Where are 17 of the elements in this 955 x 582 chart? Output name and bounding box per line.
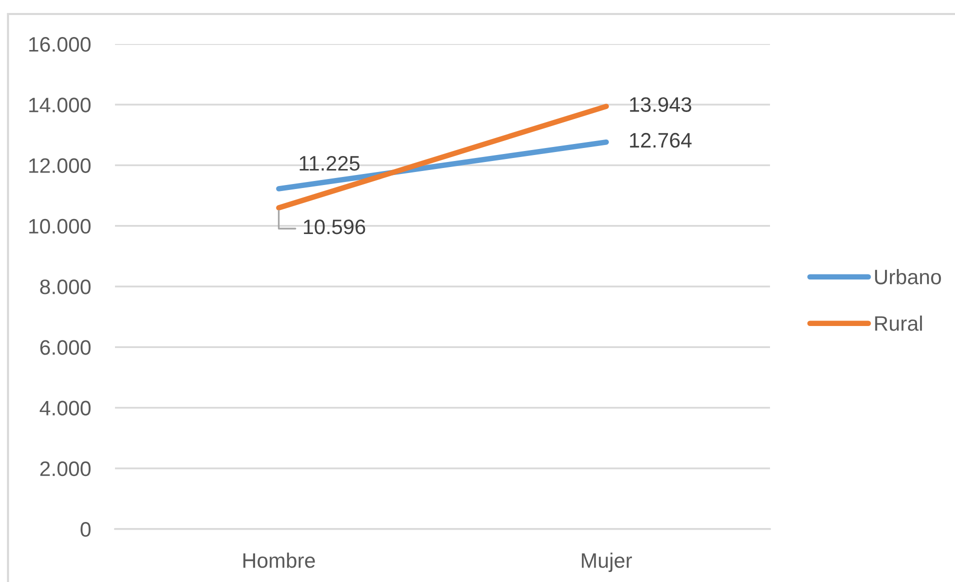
legend-label: Rural <box>875 316 922 331</box>
y-tick-label: 16.000 <box>29 37 91 52</box>
y-tick-label: 12.000 <box>29 158 91 174</box>
y-tick-label: 10.000 <box>29 218 91 234</box>
y-tick-label: 4.000 <box>40 400 91 416</box>
y-tick-label: 2.000 <box>40 461 91 476</box>
y-tick-label: 14.000 <box>29 98 91 112</box>
data-label: 13.943 <box>630 97 692 112</box>
y-tick-label: 8.000 <box>40 280 91 294</box>
x-tick-label: Mujer <box>582 552 632 572</box>
data-label: 12.764 <box>630 132 692 148</box>
data-label: 11.225 <box>300 156 360 171</box>
legend-label: Urbano <box>875 269 941 284</box>
x-tick-label: Hombre <box>243 552 315 568</box>
y-tick-label: 6.000 <box>40 340 91 355</box>
data-label: 10.596 <box>304 219 366 234</box>
y-tick-label: 0 <box>80 522 91 537</box>
